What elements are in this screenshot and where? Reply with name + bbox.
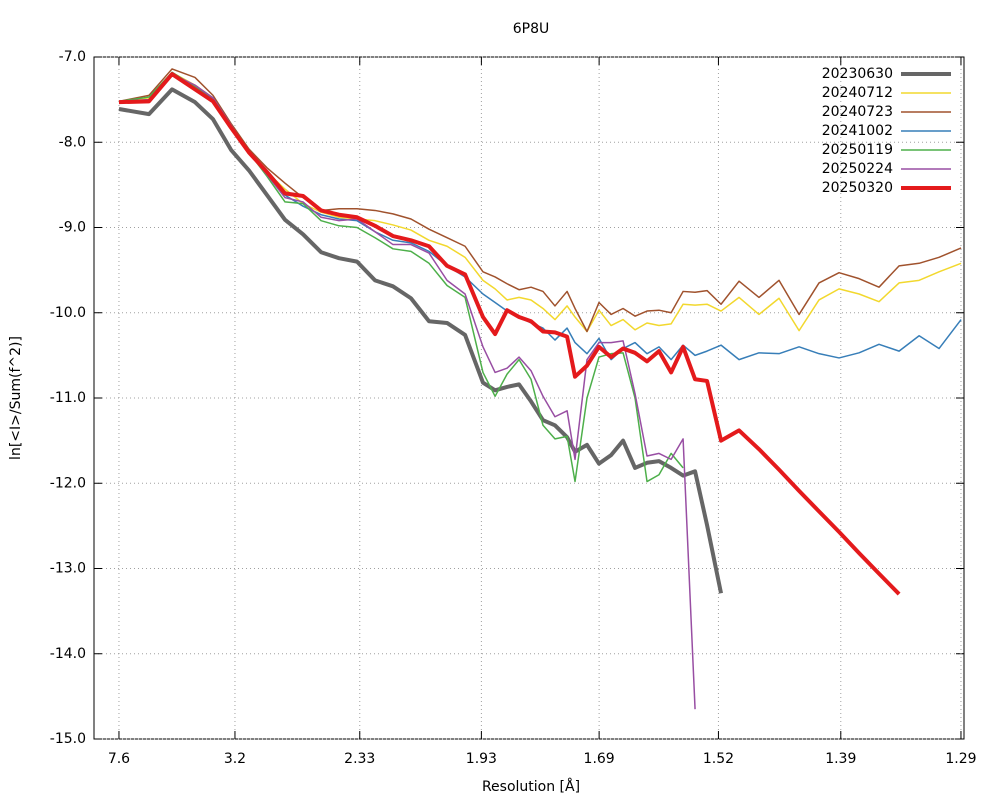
x-tick-label: 1.93 [466,751,497,767]
series-line [118,72,901,596]
legend-label: 20241002 [822,123,893,139]
legend-label: 20250119 [822,142,893,158]
y-tick-label: -12.0 [50,475,86,491]
x-axis-label: Resolution [Å] [482,778,580,795]
y-tick-label: -9.0 [59,220,86,236]
legend-label: 20250320 [822,180,893,196]
x-tick-label: 7.6 [108,751,130,767]
series-line [118,68,962,333]
y-tick-label: -15.0 [50,731,86,747]
legend-label: 20250224 [822,161,893,177]
y-tick-label: -7.0 [59,49,86,65]
x-tick-label: 1.29 [945,751,976,767]
y-tick-label: -13.0 [50,561,86,577]
x-tick-label: 2.33 [344,751,375,767]
y-tick-label: -10.0 [50,305,86,321]
y-axis-label: ln[<I>/Sum(f^2)] [8,336,24,460]
chart-title: 6P8U [513,21,550,37]
x-tick-label: 1.69 [584,751,615,767]
legend-label: 20240723 [822,104,893,120]
y-tick-label: -8.0 [59,134,86,150]
x-tick-label: 1.52 [703,751,734,767]
y-tick-label: -14.0 [50,646,86,662]
y-tick-label: -11.0 [50,390,86,406]
x-tick-label: 3.2 [224,751,246,767]
legend-label: 20230630 [822,66,893,82]
legend-label: 20240712 [822,85,893,101]
x-tick-label: 1.39 [825,751,856,767]
series-line [118,87,723,594]
